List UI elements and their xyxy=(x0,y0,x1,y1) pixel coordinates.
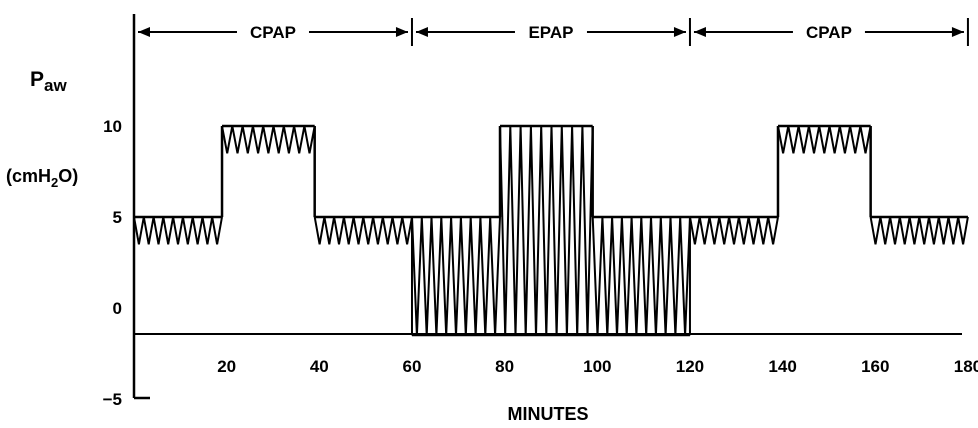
phase-label: EPAP xyxy=(528,23,573,42)
x-axis-title: MINUTES xyxy=(508,404,589,424)
y-tick-label: 10 xyxy=(103,117,122,136)
waveform-segment xyxy=(499,125,594,336)
x-tick-label: 140 xyxy=(768,357,796,376)
phase-arrowhead-left xyxy=(415,27,428,37)
phase-arrowhead-right xyxy=(673,27,686,37)
phase-arrowhead-right xyxy=(395,27,408,37)
phase-arrowhead-right xyxy=(951,27,964,37)
y-unit-prefix: (cmH xyxy=(6,166,51,186)
waveform-segment xyxy=(689,216,779,245)
y-symbol-main: P xyxy=(30,68,44,91)
waveform xyxy=(133,124,969,337)
waveform-segment xyxy=(133,216,223,245)
waveform-segment xyxy=(411,216,501,336)
x-tick-label: 80 xyxy=(495,357,514,376)
y-unit-suffix: O) xyxy=(58,166,78,186)
x-tick-label: 60 xyxy=(403,357,422,376)
waveform-segment xyxy=(869,216,969,245)
y-tick-label: 0 xyxy=(113,299,122,318)
x-tick-label: 120 xyxy=(676,357,704,376)
tick-labels: 20 40 60 80 100 120 140 160 180 10 5 0 −5 xyxy=(103,117,978,409)
phase-annotations: CPAP EPAP CPAP xyxy=(133,18,969,46)
phase-arrowhead-left xyxy=(138,27,150,37)
axes xyxy=(132,14,962,400)
waveform-segment xyxy=(313,216,413,245)
phase-label: CPAP xyxy=(806,23,852,42)
y-tick-label: −5 xyxy=(103,390,122,409)
x-tick-label: 20 xyxy=(217,357,236,376)
x-tick-label: 160 xyxy=(861,357,889,376)
x-tick-label: 40 xyxy=(310,357,329,376)
y-axis-symbol: Paw xyxy=(30,68,67,95)
x-tick-label: 100 xyxy=(583,357,611,376)
waveform-segment xyxy=(777,125,872,154)
y-symbol-sub: aw xyxy=(44,76,67,95)
y-unit-sub: 2 xyxy=(51,175,58,190)
waveform-segment xyxy=(221,125,316,154)
y-axis-unit: (cmH2O) xyxy=(6,166,78,190)
phase-label: CPAP xyxy=(250,23,296,42)
x-tick-label: 180 xyxy=(954,357,978,376)
y-tick-label: 5 xyxy=(113,208,122,227)
waveform-segment xyxy=(591,216,691,336)
phase-arrowhead-left xyxy=(693,27,706,37)
